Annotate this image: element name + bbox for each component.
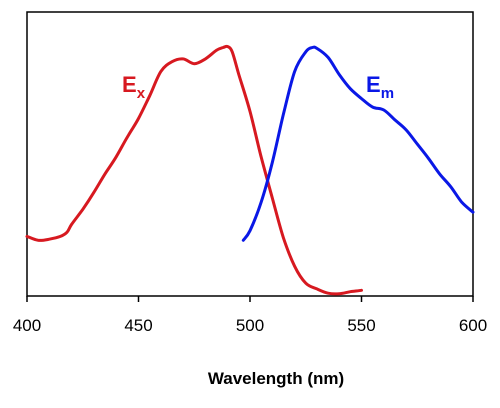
legend-em-sub: m xyxy=(381,85,394,102)
series-layer xyxy=(25,44,475,296)
x-tick-label: 500 xyxy=(236,316,264,335)
x-tick-label: 400 xyxy=(13,316,41,335)
x-tick-label: 600 xyxy=(459,316,487,335)
series-line-em xyxy=(241,45,475,242)
x-tick-label: 550 xyxy=(347,316,375,335)
legend-em-main: E xyxy=(366,72,381,97)
plot-frame xyxy=(26,11,474,297)
x-tick-label: 450 xyxy=(124,316,152,335)
series-line-ex xyxy=(25,44,363,296)
x-axis-ticks: 400 450 500 550 600 xyxy=(13,296,487,335)
legend-em: Em xyxy=(366,72,394,102)
legend-ex-sub: x xyxy=(137,85,146,102)
x-axis-title: Wavelength (nm) xyxy=(208,369,344,388)
legend-ex: Ex xyxy=(122,72,146,102)
legend-ex-main: E xyxy=(122,72,137,97)
